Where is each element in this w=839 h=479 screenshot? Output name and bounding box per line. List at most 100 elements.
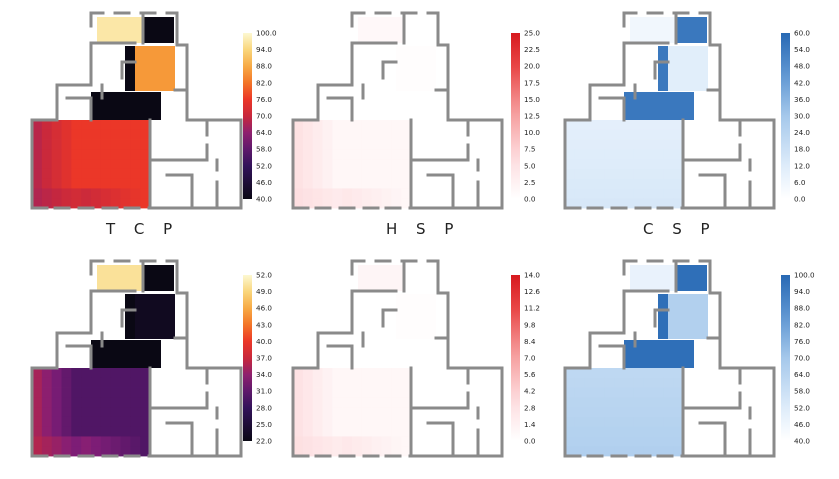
- heat-cell: [32, 368, 43, 379]
- heat-cell: [643, 377, 654, 388]
- heat-cell: [565, 446, 576, 457]
- heat-cell: [332, 436, 343, 447]
- heat-cell: [51, 387, 62, 398]
- heat-cell: [110, 198, 121, 209]
- heat-cell: [624, 368, 635, 379]
- heat-cell: [624, 129, 635, 140]
- heat-cell: [352, 436, 363, 447]
- heat-cell: [120, 377, 131, 388]
- heat-cell: [673, 446, 684, 457]
- heat-cell: [130, 407, 141, 418]
- heat-cell: [81, 397, 92, 408]
- heat-cell: [32, 120, 43, 131]
- heat-cell: [401, 159, 412, 170]
- heat-zone-room_a: [630, 17, 676, 43]
- heat-cell: [381, 377, 392, 388]
- heat-cell: [41, 129, 53, 140]
- heat-cell: [633, 149, 645, 160]
- heat-cell: [653, 120, 664, 131]
- heat-cell: [51, 446, 62, 457]
- heat-cell: [61, 377, 72, 388]
- heat-cell: [361, 149, 373, 160]
- legend-tick-label: 48.0: [794, 62, 810, 71]
- heat-cell: [391, 387, 402, 398]
- heat-cell: [71, 168, 82, 180]
- heat-cell: [140, 159, 151, 170]
- heat-cell: [81, 446, 92, 457]
- heat-cell: [584, 446, 595, 457]
- heat-cell: [604, 120, 615, 131]
- heat-cell: [574, 129, 586, 140]
- heat-cell: [574, 198, 586, 209]
- heat-cell: [673, 426, 684, 437]
- heat-cell: [81, 120, 92, 131]
- heat-cell: [594, 446, 605, 457]
- heat-cell: [41, 149, 53, 160]
- heat-cell: [293, 407, 304, 418]
- heat-cell: [332, 368, 343, 379]
- heat-cell: [673, 159, 684, 170]
- heat-cell: [140, 436, 151, 447]
- heat-cell: [293, 198, 304, 209]
- legend-tick-label: 12.5: [524, 112, 540, 121]
- heat-cell: [565, 397, 576, 408]
- heat-cell: [643, 159, 654, 170]
- heat-cell: [61, 120, 72, 131]
- heat-cell: [81, 368, 92, 379]
- heat-cell: [120, 426, 131, 437]
- heat-cell: [342, 178, 353, 189]
- heat-cell: [293, 368, 304, 379]
- heat-cell: [110, 120, 121, 131]
- heat-cell: [361, 120, 373, 131]
- heat-cell: [302, 129, 314, 140]
- heat-cell: [91, 129, 102, 140]
- legend-tick-label: 52.0: [256, 271, 272, 280]
- heat-cell: [604, 407, 615, 418]
- heat-cell: [120, 178, 131, 189]
- heat-cell: [624, 446, 635, 457]
- heat-cell: [604, 377, 615, 388]
- heat-cell: [81, 416, 92, 428]
- heat-cell: [140, 188, 151, 199]
- heat-cell: [100, 149, 112, 160]
- heat-cell: [574, 178, 586, 189]
- heat-cell: [312, 397, 323, 408]
- heat-cell: [643, 416, 654, 428]
- heat-cell: [574, 407, 586, 418]
- heat-cell: [312, 188, 323, 199]
- heat-cell: [332, 139, 343, 150]
- heat-cell: [673, 129, 684, 140]
- heat-cell: [401, 178, 412, 189]
- heat-cell: [352, 397, 363, 408]
- heat-zone-room_b: [143, 17, 174, 43]
- heat-cell: [100, 397, 112, 408]
- heat-cell: [130, 426, 141, 437]
- heat-cell: [302, 188, 314, 199]
- heat-cell: [565, 387, 576, 398]
- heat-cell: [120, 159, 131, 170]
- heat-cell: [633, 368, 645, 379]
- heat-cell: [643, 446, 654, 457]
- heat-zone-corridor: [125, 46, 135, 91]
- heat-cell: [61, 416, 72, 428]
- heat-cell: [604, 188, 615, 199]
- heat-cell: [633, 120, 645, 131]
- legend-tick-label: 25.0: [524, 29, 540, 38]
- heat-cell: [643, 436, 654, 447]
- heat-zone-room_b: [676, 265, 707, 291]
- heat-cell: [41, 159, 53, 170]
- heat-cell: [391, 397, 402, 408]
- heat-cell: [401, 149, 412, 160]
- heat-cell: [381, 129, 392, 140]
- heat-cell: [110, 168, 121, 180]
- legend-tick-label: 46.0: [794, 420, 810, 429]
- heat-cell: [61, 178, 72, 189]
- heat-cell: [140, 377, 151, 388]
- legend-tick-label: 5.0: [524, 161, 536, 170]
- heat-cell: [653, 159, 664, 170]
- heat-cell: [41, 139, 53, 150]
- heat-zone-corridor: [658, 46, 668, 91]
- heat-cell: [565, 198, 576, 209]
- row-title-hsp: H S P: [386, 220, 460, 238]
- heat-cell: [332, 129, 343, 140]
